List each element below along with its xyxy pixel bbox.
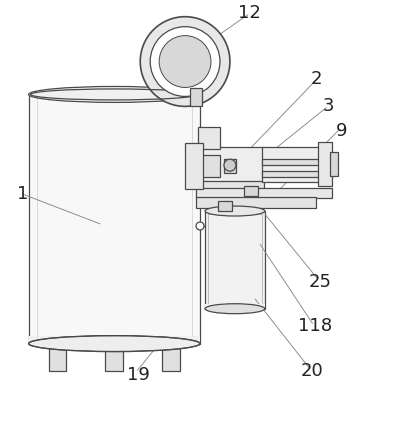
Bar xyxy=(185,143,203,189)
Ellipse shape xyxy=(196,222,204,230)
Ellipse shape xyxy=(205,206,265,216)
Text: 25: 25 xyxy=(308,273,331,291)
Ellipse shape xyxy=(29,87,200,103)
Ellipse shape xyxy=(205,304,265,314)
Bar xyxy=(224,159,236,173)
Ellipse shape xyxy=(29,336,200,352)
Bar xyxy=(196,197,316,208)
Bar xyxy=(208,214,262,306)
Bar xyxy=(244,186,258,196)
Text: 1: 1 xyxy=(17,185,28,203)
Bar xyxy=(29,95,200,344)
Bar xyxy=(262,147,319,182)
Bar xyxy=(329,152,337,176)
Bar xyxy=(262,159,319,165)
Text: 19: 19 xyxy=(127,366,150,385)
Bar xyxy=(196,147,264,182)
Bar xyxy=(218,201,232,211)
Text: 3: 3 xyxy=(323,97,334,115)
Bar xyxy=(196,188,332,198)
Text: 9: 9 xyxy=(336,122,347,140)
Text: 20: 20 xyxy=(300,362,323,381)
Ellipse shape xyxy=(140,17,230,107)
Bar xyxy=(162,344,180,372)
Ellipse shape xyxy=(224,159,236,171)
Bar xyxy=(318,142,332,186)
Bar xyxy=(190,88,202,107)
Text: 12: 12 xyxy=(238,4,261,22)
Bar xyxy=(196,181,264,189)
Bar xyxy=(205,304,265,309)
Bar xyxy=(262,171,319,177)
Bar xyxy=(202,155,220,177)
Bar xyxy=(49,344,67,372)
Bar xyxy=(198,127,220,149)
Ellipse shape xyxy=(150,27,220,96)
Bar xyxy=(205,211,265,309)
Bar xyxy=(105,344,123,372)
Text: 2: 2 xyxy=(311,71,322,88)
Text: 118: 118 xyxy=(297,317,332,335)
Ellipse shape xyxy=(159,36,211,87)
Bar xyxy=(29,336,200,344)
